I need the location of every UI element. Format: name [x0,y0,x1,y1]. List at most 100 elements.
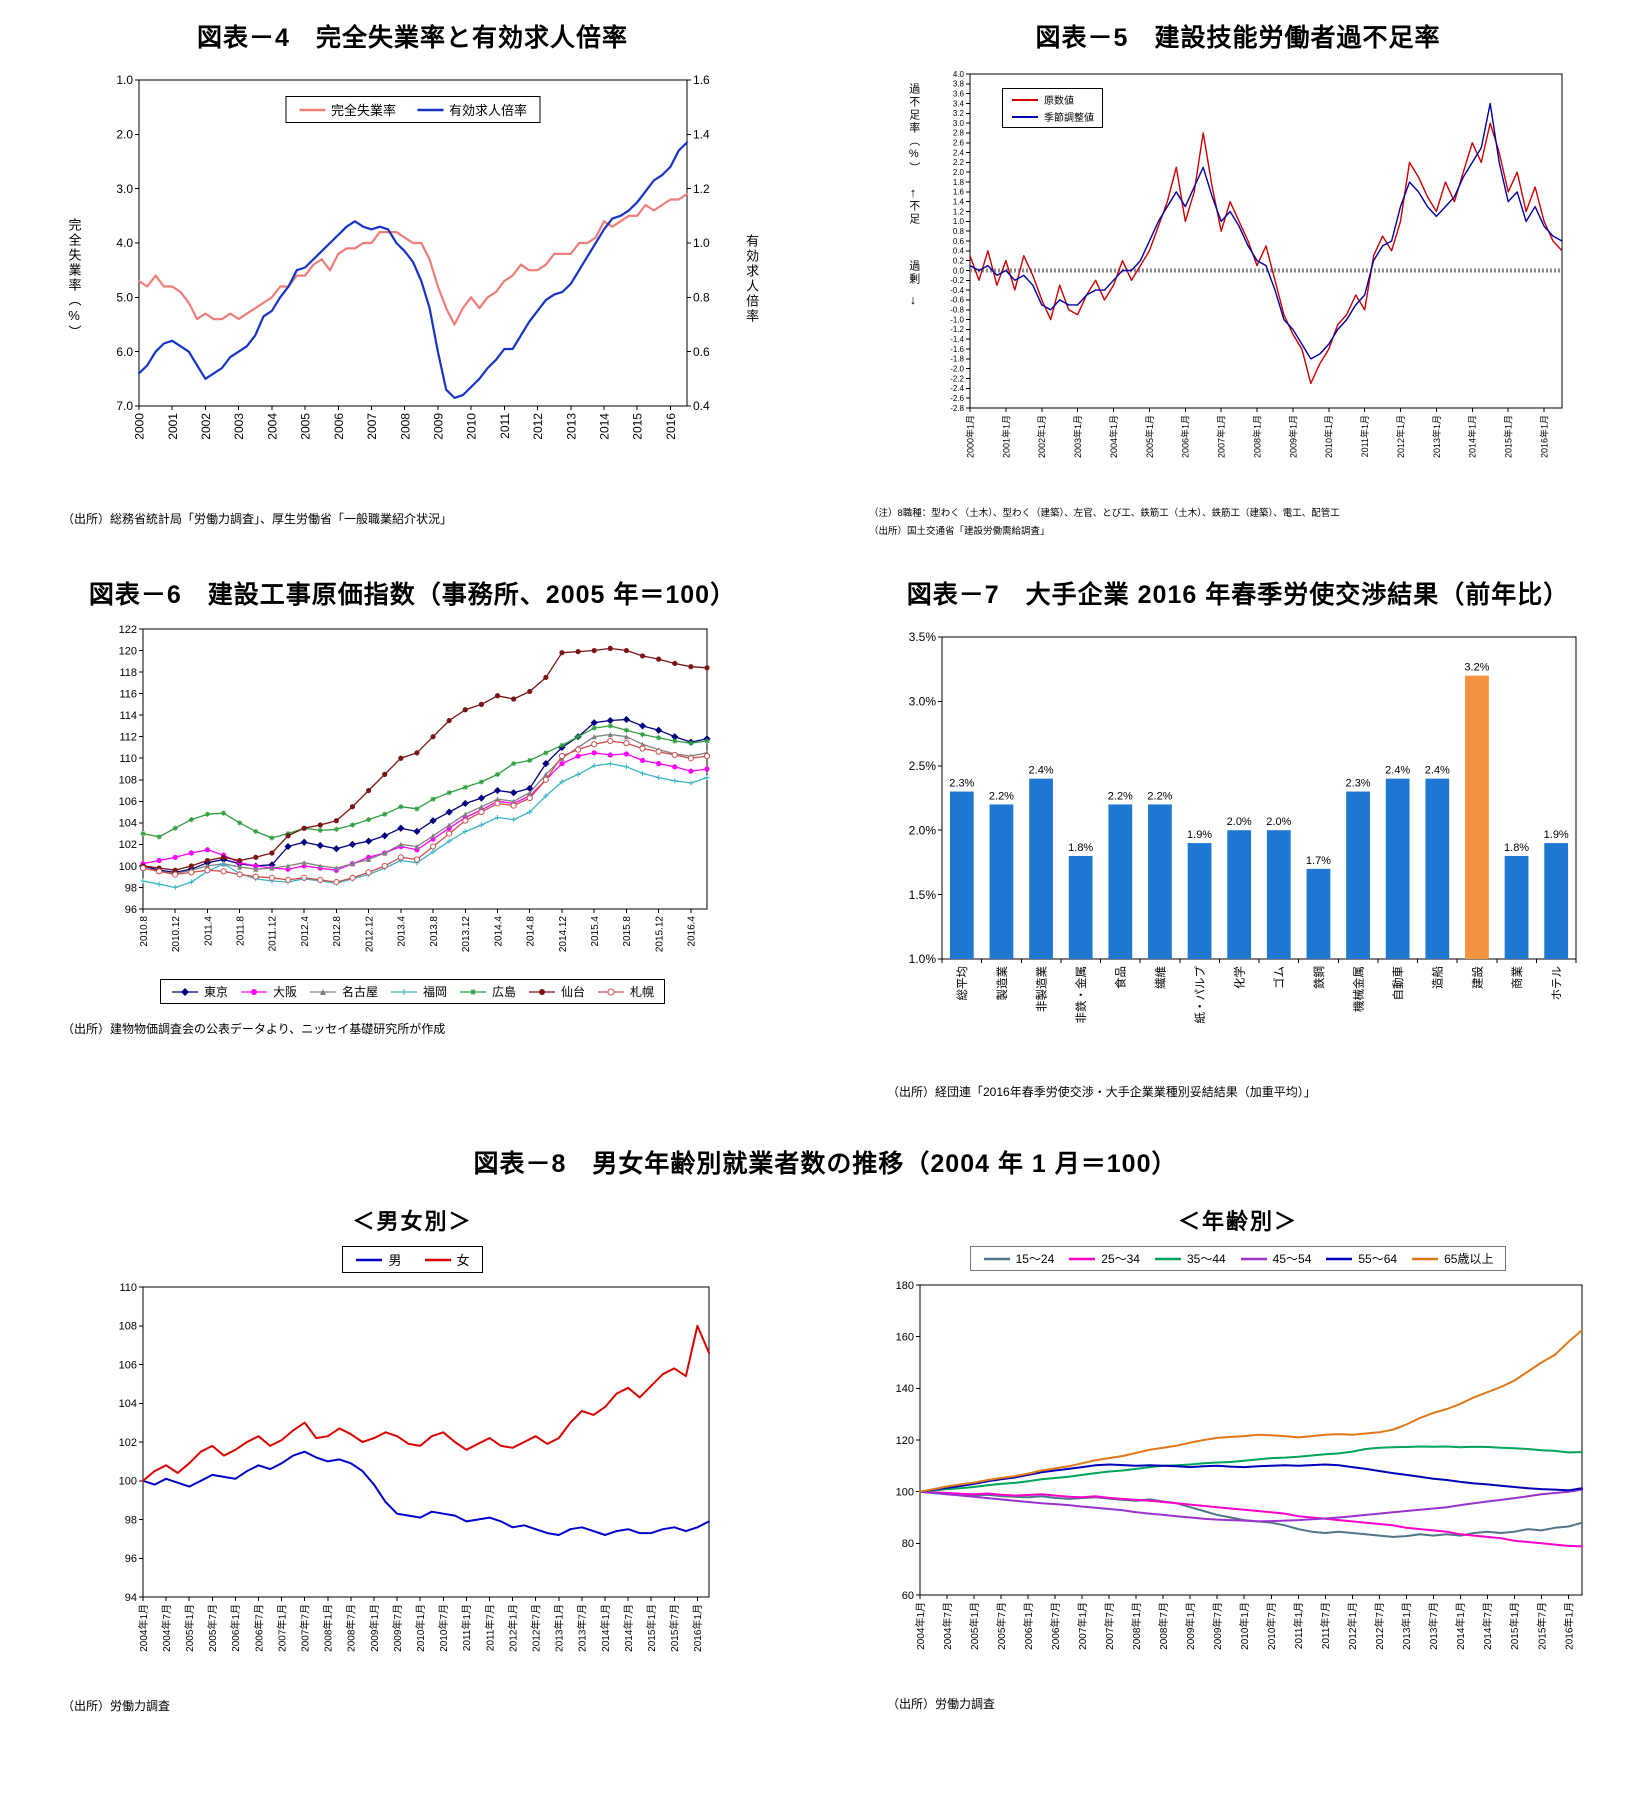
fig8-title: 図表－8 男女年齢別就業者数の推移（2004 年 1 月＝100） [473,1150,1178,1179]
bar-商業 [1504,856,1529,960]
svg-text:1.9%: 1.9% [1187,829,1212,841]
fig8a-series-0 [141,1451,710,1537]
svg-text:1.6: 1.6 [693,73,710,87]
svg-text:2012年7月: 2012年7月 [1373,1602,1386,1650]
svg-text:製造業: 製造業 [995,966,1009,1001]
bar-繊維 [1148,804,1172,960]
svg-text:-1.6: -1.6 [950,345,964,354]
legend-item: 大阪 [240,983,297,1000]
fig8b-series-5 [919,1329,1583,1494]
svg-text:2010年1月: 2010年1月 [1323,415,1334,458]
legend-label: 完全失業率 [330,103,396,118]
svg-text:2014: 2014 [597,413,611,440]
svg-text:造船: 造船 [1431,966,1445,989]
svg-text:1.0: 1.0 [953,217,965,226]
fig4-series-1 [137,141,688,399]
svg-text:2016年1月: 2016年1月 [691,1604,704,1652]
svg-text:2010.8: 2010.8 [138,916,149,947]
legend-swatch-icon [598,988,625,996]
svg-text:非製造業: 非製造業 [1034,966,1048,1012]
bar-製造業 [989,804,1014,960]
bar-非製造業 [1029,779,1053,960]
svg-text:1.6: 1.6 [953,188,965,197]
legend-swatch-icon [1326,1257,1353,1261]
y-axis-left: 94 96 98 100 102 104 106 108 110 [118,1282,143,1604]
svg-text:2.0%: 2.0% [1227,817,1252,829]
svg-text:-0.2: -0.2 [950,276,964,285]
svg-text:2015: 2015 [630,413,644,440]
y-axis-left: 1.0 2.0 3.0 4.0 5.0 6.0 7.0 [116,73,139,413]
svg-text:2010年7月: 2010年7月 [1265,1602,1278,1650]
bar-総平均 [949,791,974,960]
fig5-surplus-label: 過剰 [907,260,920,286]
fig8a-section: ＜男女別＞ 男女 94 96 98 100 102 104 106 108 110 2004年1月… [0,1190,825,1714]
legend-item: 名古屋 [309,983,378,1000]
svg-text:-2.6: -2.6 [950,394,964,403]
svg-text:1.2: 1.2 [693,182,710,196]
svg-text:3.2%: 3.2% [1464,662,1489,674]
fig4-legend: 完全失業率 有効求人倍率 [284,96,541,123]
svg-text:2005年7月: 2005年7月 [995,1602,1008,1650]
svg-text:-0.8: -0.8 [950,306,964,315]
fig8b-series-4 [919,1463,1583,1494]
legend-label: 女 [456,1253,470,1269]
svg-text:120: 120 [896,1435,914,1447]
svg-text:2.6: 2.6 [953,139,965,148]
y-axis-right: 0.4 0.6 0.8 1.0 1.2 1.4 1.6 [686,73,710,413]
svg-text:2010: 2010 [464,413,478,440]
legend-item: 有効求人倍率 [416,100,527,119]
svg-text:2010年1月: 2010年1月 [1238,1602,1251,1650]
svg-text:2016: 2016 [663,413,677,440]
svg-text:2015年7月: 2015年7月 [1535,1602,1548,1650]
fig8b-subtitle: ＜年齢別＞ [1177,1209,1298,1235]
svg-text:0.8: 0.8 [953,227,965,236]
fig6-series-6 [139,738,710,886]
svg-text:94: 94 [124,1592,136,1604]
fig6-plot-area: 96 98 100 102 104 106 108 110 112 114 116 118 120 122… [118,624,711,953]
y-axis-left: 60 80 100 120 140 160 180 [896,1280,920,1602]
svg-text:110: 110 [119,1282,137,1294]
svg-text:2005年1月: 2005年1月 [968,1602,981,1650]
fig6-legend: 東京 大阪 名古屋 福岡 広島 仙台 札幌 [159,979,666,1005]
svg-text:5.0: 5.0 [116,291,133,305]
svg-text:2008年1月: 2008年1月 [1251,415,1262,458]
legend-item: 65歳以上 [1411,1250,1493,1267]
svg-text:2014.12: 2014.12 [557,916,568,953]
svg-text:非鉄・金属: 非鉄・金属 [1074,966,1088,1024]
y-axis: 1.0% 1.5% 2.0% 2.5% 3.0% 3.5% [909,631,942,967]
svg-text:102: 102 [118,1437,136,1449]
svg-text:総平均: 総平均 [955,966,969,1001]
svg-text:2.2%: 2.2% [1108,791,1133,803]
svg-text:2.2%: 2.2% [989,791,1014,803]
svg-text:2004年1月: 2004年1月 [1108,415,1119,458]
fig5-legend: 原数値 季節調整値 [1002,88,1103,128]
svg-text:2016年1月: 2016年1月 [1562,1602,1575,1650]
legend-swatch-icon [1240,1257,1267,1261]
svg-text:2009年1月: 2009年1月 [1184,1602,1197,1650]
fig7-title: 図表－7 大手企業 2016 年春季労使交渉結果（前年比） [906,581,1570,610]
bar-食品 [1108,804,1133,960]
svg-text:2013年1月: 2013年1月 [1431,415,1442,458]
bar-自動車 [1385,779,1410,960]
svg-text:0.6: 0.6 [953,237,965,246]
svg-text:食品: 食品 [1114,966,1128,989]
svg-text:2.3%: 2.3% [949,778,974,790]
svg-text:2.5%: 2.5% [909,759,937,773]
svg-text:2011年7月: 2011年7月 [1319,1602,1332,1649]
svg-text:2010年1月: 2010年1月 [414,1604,427,1652]
fig8a-source: （出所）労働力調査 [62,1699,171,1714]
svg-text:2012年1月: 2012年1月 [1346,1602,1359,1650]
svg-text:2008年7月: 2008年7月 [344,1604,357,1652]
svg-text:1.8: 1.8 [953,178,965,187]
svg-text:106: 106 [118,1360,136,1372]
legend-label: 福岡 [422,985,447,1000]
legend-item: 完全失業率 [298,100,396,119]
svg-text:2009年1月: 2009年1月 [1287,415,1298,458]
svg-text:2015年1月: 2015年1月 [1508,1602,1521,1650]
svg-text:2011.12: 2011.12 [267,916,278,952]
row-bottom: ＜男女別＞ 男女 94 96 98 100 102 104 106 108 110 2004年1月… [0,1190,1651,1714]
svg-text:2013年1月: 2013年1月 [1400,1602,1413,1650]
svg-text:2000年1月: 2000年1月 [964,415,975,458]
svg-text:2006年1月: 2006年1月 [229,1604,242,1652]
